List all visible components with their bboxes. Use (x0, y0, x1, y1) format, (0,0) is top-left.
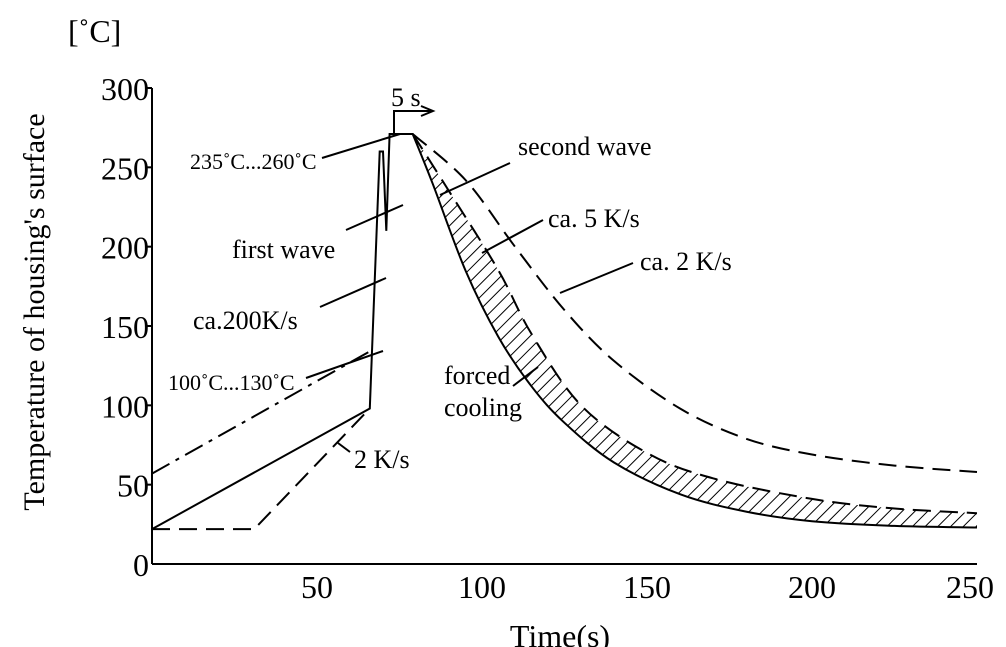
leader-first-wave (345, 204, 404, 231)
annotation-ca5: ca. 5 K/s (548, 204, 640, 233)
annotation-first-wave: first wave (232, 235, 335, 264)
leader-100-130 (305, 350, 384, 379)
annotation-leaders (305, 105, 634, 453)
y-tick-label: 250 (101, 150, 149, 186)
cooling-range-hatch (412, 134, 977, 528)
leader-ca2 (559, 262, 634, 294)
annotation-100-130: 100˚C...130˚C (168, 370, 295, 395)
y-tick-label: 150 (101, 309, 149, 345)
leader-ca5 (481, 219, 544, 254)
x-tick-label: 150 (623, 569, 671, 605)
series-line-cooling-2ks (412, 133, 978, 473)
leader-forced (512, 366, 539, 387)
series-layer (151, 133, 978, 531)
y-tick-label: 100 (101, 388, 149, 424)
series-line-cooling-5ks (411, 133, 978, 515)
y-unit-label: [˚C] (68, 13, 121, 49)
y-tick-label: 200 (101, 230, 149, 266)
y-tick-label: 300 (101, 71, 149, 107)
annotation-second-wave: second wave (518, 132, 652, 161)
x-tick-label: 200 (788, 569, 836, 605)
x-tick-label: 250 (946, 569, 994, 605)
x-tick-label: 100 (458, 569, 506, 605)
annotation-2ks: 2 K/s (354, 445, 410, 474)
leader-2ks (337, 442, 351, 453)
series-line-preheat-2ks (152, 407, 371, 531)
leader-235-260 (321, 133, 401, 159)
y-tick-label: 50 (117, 468, 149, 504)
y-tick-label: 0 (133, 547, 149, 583)
annotation-ca200: ca.200K/s (193, 306, 298, 335)
annotation-235-260: 235˚C...260˚C (190, 149, 317, 174)
annotation-forced: forced (444, 361, 510, 390)
x-axis-label: Time(s) (510, 618, 610, 647)
annotation-cooling: cooling (444, 393, 522, 422)
series-line-preheat-100-130 (151, 350, 371, 475)
tick-layer: 0 50 100 150 200 250 300 50 100 150 200 250 (101, 71, 994, 605)
leader-second-wave (439, 162, 511, 196)
y-axis-label: Temperature of housing's surface (18, 113, 51, 510)
annotation-ca2: ca. 2 K/s (640, 247, 732, 276)
leader-5s (393, 105, 436, 136)
annotation-5s: 5 s (391, 83, 421, 112)
leader-ca200 (319, 277, 387, 308)
series-line-solid-profile (151, 133, 978, 530)
x-tick-label: 50 (301, 569, 333, 605)
